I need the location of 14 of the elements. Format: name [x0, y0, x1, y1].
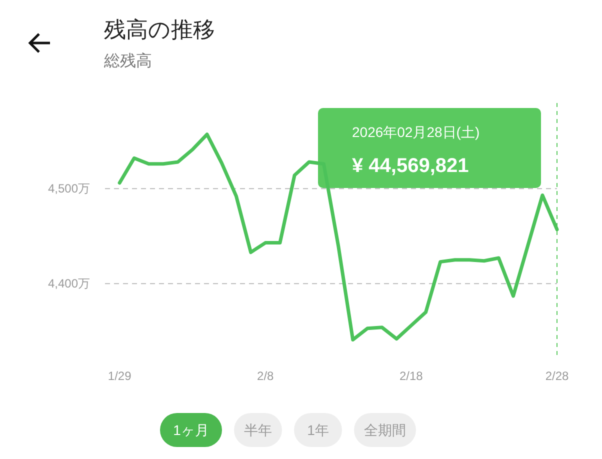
y-tick-label: 4,500万: [48, 182, 90, 196]
text: 1ヶ月: [173, 422, 209, 438]
x-tick-label: 2/28: [545, 369, 569, 383]
annotation: 2026年02月28日(土): [352, 124, 480, 140]
chart-subtitle: 総残高: [103, 52, 152, 70]
x-tick-label: 2/18: [400, 369, 424, 383]
annotation: ¥ 44,569,821: [352, 155, 469, 177]
x-tick-label: 1/29: [108, 369, 132, 383]
text: 半年: [244, 422, 272, 438]
text: 1年: [307, 422, 329, 438]
chart-title: 残高の推移: [104, 17, 215, 42]
text: 全期間: [364, 422, 406, 438]
x-tick-label: 2/8: [257, 369, 274, 383]
y-tick-label: 4,400万: [48, 276, 90, 291]
